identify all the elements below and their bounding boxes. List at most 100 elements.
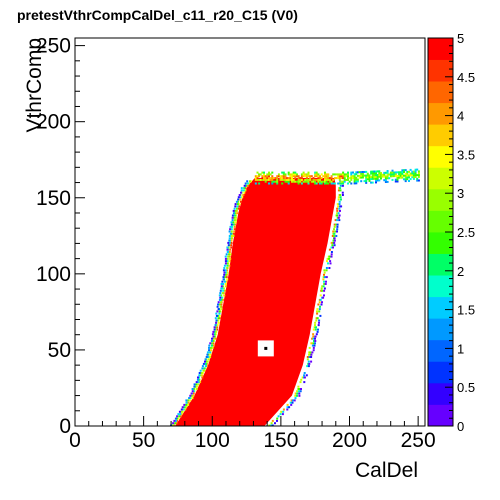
heatmap-cell — [263, 175, 265, 178]
heatmap-cell — [193, 383, 196, 386]
heatmap-cell — [218, 317, 221, 320]
heatmap-cell — [202, 362, 205, 365]
heatmap-cell — [196, 378, 199, 381]
heatmap-cell — [201, 372, 204, 374]
heatmap-cell — [323, 289, 326, 292]
color-scale-segment — [428, 59, 453, 82]
heatmap-cell — [317, 303, 320, 306]
heatmap-cell — [216, 305, 219, 308]
heatmap-cell — [213, 330, 216, 333]
heatmap-cell — [401, 176, 404, 179]
heatmap-cell — [332, 246, 334, 249]
heatmap-cell — [297, 175, 300, 178]
heatmap-cell — [370, 170, 373, 173]
heatmap-cell — [263, 171, 265, 174]
heatmap-cell — [337, 198, 340, 201]
heatmap-cell — [292, 171, 295, 174]
heatmap-cell — [270, 422, 273, 425]
heatmap-cell — [320, 287, 323, 290]
heatmap-cell — [319, 180, 321, 183]
heatmap-cell — [386, 171, 389, 174]
heatmap-cell — [229, 253, 232, 256]
heatmap-cell — [287, 178, 290, 181]
heatmap-cell — [296, 390, 299, 393]
heatmap-cell — [360, 172, 363, 175]
heatmap-cell — [206, 351, 209, 354]
heatmap-cell — [340, 198, 342, 201]
heatmap-cell — [233, 230, 236, 233]
heatmap-cell — [307, 182, 310, 185]
heatmap-cell — [179, 413, 182, 416]
heatmap-cell — [330, 177, 333, 180]
heatmap-cell — [223, 271, 226, 274]
heatmap-cell — [189, 399, 192, 402]
heatmap-cell — [309, 351, 312, 354]
heatmap-cell — [411, 174, 414, 177]
heatmap-cell — [218, 294, 221, 297]
y-tick-label: 150 — [36, 187, 71, 210]
heatmap-cell — [220, 298, 223, 301]
heatmap-cell — [213, 333, 216, 336]
heatmap-cell — [370, 172, 373, 175]
heatmap-cell — [353, 182, 356, 185]
color-scale-segment — [428, 38, 453, 60]
heatmap-cell — [327, 173, 330, 176]
heatmap-cell — [386, 175, 389, 178]
heatmap-cell — [319, 182, 321, 185]
heatmap-cell — [342, 177, 345, 180]
heatmap-cell — [175, 422, 178, 425]
color-scale-segment — [428, 167, 453, 190]
heatmap-cell — [236, 203, 239, 206]
heatmap-cell — [311, 344, 314, 347]
heatmap-cell — [355, 178, 358, 181]
heatmap-cell — [271, 171, 274, 174]
heatmap-cell — [314, 328, 317, 331]
heatmap-cell — [323, 287, 326, 290]
heatmap-cell — [325, 177, 328, 180]
heatmap-cell — [277, 415, 280, 418]
heatmap-cell — [401, 171, 404, 174]
heatmap-cell — [323, 273, 325, 276]
heatmap-cell — [181, 406, 184, 409]
heatmap-cell — [340, 175, 343, 178]
heatmap-cell — [299, 178, 302, 181]
color-scale-tick-label: 2 — [457, 264, 464, 279]
heatmap-cell — [300, 388, 302, 390]
heatmap-cell — [322, 180, 325, 183]
heatmap-cell — [216, 328, 218, 331]
heatmap-cell — [228, 230, 231, 233]
heatmap-cell — [336, 207, 339, 210]
heatmap-cell — [327, 177, 330, 180]
heatmap-cell — [234, 216, 237, 219]
heatmap-cell — [406, 174, 409, 177]
heatmap-cell — [319, 177, 321, 180]
heatmap-cell — [229, 228, 232, 231]
heatmap-cell — [296, 175, 298, 178]
heatmap-cell — [230, 223, 233, 226]
heatmap-cell — [269, 178, 272, 181]
heatmap-cell — [416, 174, 419, 177]
heatmap-cell — [284, 173, 287, 176]
heatmap-cell — [254, 175, 257, 178]
heatmap-cell — [403, 169, 405, 172]
heatmap-cell — [371, 177, 374, 180]
heatmap-cell — [179, 415, 182, 418]
heatmap-cell — [280, 410, 283, 413]
heatmap-cell — [403, 178, 405, 181]
heatmap-cell — [214, 324, 217, 327]
heatmap-cell — [360, 176, 363, 179]
heatmap-cell — [337, 189, 340, 192]
heatmap-cell — [230, 244, 232, 247]
heatmap-cell — [317, 328, 319, 331]
heatmap-cell — [343, 178, 346, 181]
heatmap-cell — [399, 176, 402, 179]
heatmap-cell — [336, 216, 339, 219]
heatmap-cell — [195, 383, 198, 386]
heatmap-cell — [333, 177, 336, 180]
heatmap-cell — [228, 237, 231, 240]
heatmap-cell — [220, 285, 223, 288]
heatmap-cell — [396, 176, 399, 179]
heatmap-cell — [323, 269, 326, 272]
heatmap-cell — [302, 180, 305, 183]
heatmap-cell — [204, 360, 206, 363]
